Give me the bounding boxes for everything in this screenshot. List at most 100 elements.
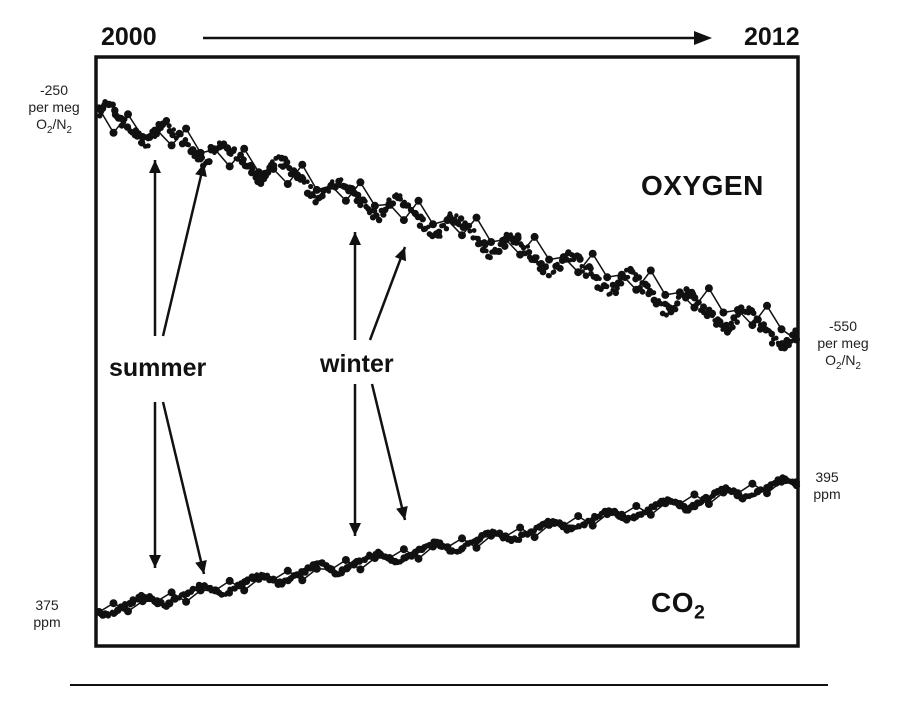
oxygen-measurement-dot bbox=[700, 303, 707, 311]
oxygen-measurement-dot bbox=[139, 134, 147, 141]
oxygen-data-point bbox=[312, 185, 321, 194]
co2-left-axis-label: 375 ppm bbox=[22, 597, 72, 631]
oxygen-measurement-dot bbox=[250, 166, 256, 171]
co2-data-point bbox=[632, 502, 641, 510]
oxygen-data-point bbox=[472, 213, 481, 222]
oxygen-measurement-dot bbox=[533, 254, 540, 261]
oxygen-measurement-dot bbox=[438, 234, 443, 239]
oxygen-data-point bbox=[530, 232, 539, 241]
oxygen-measurement-dot bbox=[406, 203, 412, 208]
oxygen-measurement-dot bbox=[194, 149, 200, 155]
oxygen-measurement-dot bbox=[696, 299, 702, 306]
oxygen-measurement-dot bbox=[279, 163, 287, 170]
oxygen-measurement-dot bbox=[501, 242, 509, 250]
oxygen-measurement-dot bbox=[587, 265, 594, 272]
oxygen-measurement-dot bbox=[135, 130, 142, 137]
winter-arrow-down-right bbox=[370, 383, 408, 521]
oxygen-data-point bbox=[719, 308, 728, 317]
oxygen-data-point bbox=[399, 216, 408, 225]
oxygen-measurement-dot bbox=[375, 216, 383, 224]
oxygen-measurement-dot bbox=[389, 200, 397, 207]
oxygen-measurement-dot bbox=[471, 228, 477, 233]
oxygen-measurement-dot bbox=[785, 342, 792, 349]
oxygen-measurement-dot bbox=[169, 131, 176, 139]
co2-right-value: 395 bbox=[815, 469, 839, 485]
oxygen-left-value: -250 bbox=[39, 82, 69, 98]
end-year-label: 2012 bbox=[744, 23, 800, 51]
co2-data-point bbox=[167, 588, 176, 597]
oxygen-data-point bbox=[661, 290, 670, 299]
oxygen-measurement-dot bbox=[618, 280, 625, 287]
oxygen-right-axis-label: -550 per meg O2/N2 bbox=[804, 318, 882, 375]
oxygen-measurement-dot bbox=[789, 338, 794, 344]
co2-data-point bbox=[574, 512, 583, 521]
oxygen-data-point bbox=[763, 301, 771, 310]
oxygen-measurement-dot bbox=[426, 224, 431, 230]
oxygen-data-point bbox=[487, 238, 496, 246]
oxygen-data-point bbox=[341, 196, 350, 205]
oxygen-measurement-dot bbox=[551, 269, 557, 275]
oxygen-measurement-dot bbox=[773, 335, 779, 341]
co2-series bbox=[95, 474, 801, 619]
oxygen-measurement-dot bbox=[301, 176, 307, 181]
oxygen-data-point bbox=[458, 231, 466, 240]
oxygen-measurement-dot bbox=[750, 310, 757, 317]
oxygen-measurement-dot bbox=[539, 268, 547, 276]
co2-measurement-dot bbox=[792, 482, 801, 490]
summer-arrow-up-right bbox=[161, 162, 207, 337]
oxygen-measurement-dot bbox=[151, 126, 157, 132]
oxygen-data-point bbox=[182, 124, 191, 133]
oxygen-measurement-dot bbox=[612, 289, 620, 297]
start-year-label: 2000 bbox=[101, 23, 157, 51]
oxygen-measurement-dot bbox=[231, 146, 238, 153]
oxygen-measurement-dot bbox=[520, 244, 527, 251]
oxygen-measurement-dot bbox=[329, 179, 335, 184]
oxygen-measurement-dot bbox=[608, 291, 613, 296]
oxygen-measurement-dot bbox=[318, 192, 326, 200]
oxygen-measurement-dot bbox=[483, 248, 489, 254]
oxygen-measurement-dot bbox=[125, 124, 131, 130]
co2-left-value: 375 bbox=[35, 597, 59, 613]
oxygen-data-point bbox=[124, 110, 132, 119]
co2-left-unit: ppm bbox=[33, 614, 61, 630]
winter-arrow-down-left bbox=[349, 384, 361, 536]
oxygen-measurement-dot bbox=[514, 232, 522, 240]
oxygen-data-point bbox=[283, 180, 292, 188]
oxygen-left-axis-label: -250 per meg O2/N2 bbox=[15, 82, 93, 139]
co2-data-point bbox=[225, 576, 234, 585]
oxygen-measurement-dot bbox=[792, 327, 799, 334]
winter-arrow-up-left bbox=[349, 232, 361, 340]
oxygen-measurement-dot bbox=[663, 312, 669, 318]
summer-arrow-up-left bbox=[149, 160, 161, 336]
oxygen-measurement-dot bbox=[419, 216, 426, 223]
oxygen-measurement-dot bbox=[690, 294, 699, 302]
oxygen-measurement-dot bbox=[171, 127, 176, 132]
season-arrows bbox=[149, 160, 408, 575]
oxygen-measurement-dot bbox=[525, 244, 531, 249]
winter-arrow-up-right bbox=[368, 246, 407, 341]
summer-label: summer bbox=[109, 354, 207, 382]
oxygen-measurement-dot bbox=[186, 142, 191, 148]
oxygen-data-point bbox=[777, 325, 786, 334]
oxygen-measurement-dot bbox=[547, 273, 552, 279]
oxygen-measurement-dot bbox=[754, 315, 762, 324]
oxygen-data-point bbox=[298, 160, 307, 169]
oxygen-measurement-dot bbox=[283, 158, 291, 166]
co2-series-label: CO2 bbox=[651, 587, 706, 624]
oxygen-data-point bbox=[646, 266, 655, 275]
oxygen-measurement-dot bbox=[487, 254, 493, 261]
oxygen-measurement-dot bbox=[597, 276, 602, 281]
oxygen-measurement-dot bbox=[146, 133, 154, 141]
summer-arrow-down-right bbox=[161, 401, 207, 575]
oxygen-data-point bbox=[429, 220, 437, 229]
oxygen-measurement-dot bbox=[447, 211, 453, 217]
oxygen-series bbox=[95, 99, 800, 352]
oxygen-series-label: OXYGEN bbox=[641, 170, 764, 201]
oxygen-measurement-dot bbox=[768, 330, 776, 338]
oxygen-measurement-dot bbox=[386, 197, 392, 203]
oxygen-measurement-dot bbox=[604, 283, 610, 290]
co2-data-point bbox=[748, 479, 757, 488]
oxygen-measurement-dot bbox=[173, 135, 179, 141]
oxygen-measurement-dot bbox=[708, 309, 717, 318]
oxygen-measurement-dot bbox=[639, 288, 646, 295]
